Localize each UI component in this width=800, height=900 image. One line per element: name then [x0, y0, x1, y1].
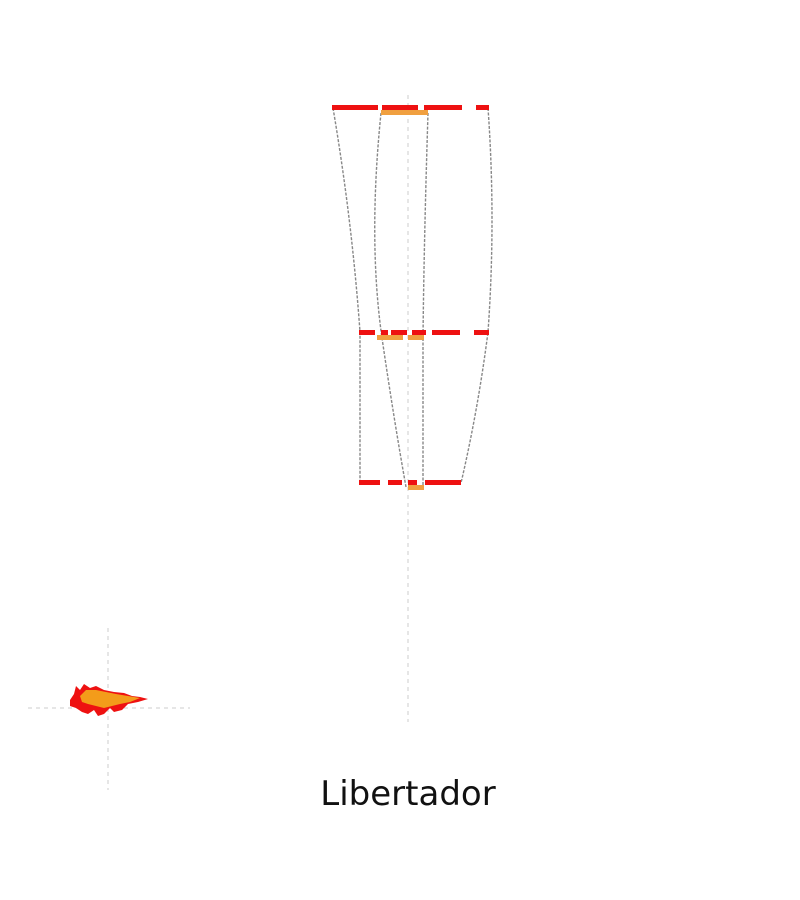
bar-top-red-b — [382, 105, 418, 110]
bar-mid-red-e — [432, 330, 460, 335]
bar-row-bottom — [359, 480, 461, 490]
connector-inner-right — [422, 112, 429, 487]
bar-top-red-a — [332, 105, 378, 110]
bar-bottom-red-a — [359, 480, 380, 485]
bar-mid-orange-b — [408, 335, 424, 340]
connector-outer-left — [332, 107, 361, 483]
bar-mid-red-c — [391, 330, 407, 335]
bar-top-red-c — [424, 105, 462, 110]
bar-row-middle — [359, 330, 489, 340]
bar-top-orange — [381, 110, 428, 115]
bar-bottom-red-d — [425, 480, 461, 485]
bar-bottom-red-b — [388, 480, 402, 485]
connector-outer-right — [460, 107, 493, 484]
inset-locator — [28, 628, 190, 790]
connector-lines — [332, 107, 493, 488]
bar-row-top — [332, 105, 489, 115]
bar-mid-red-d — [412, 330, 426, 335]
bar-mid-red-f — [474, 330, 489, 335]
bar-mid-red-b — [381, 330, 388, 335]
bar-mid-orange-a — [377, 335, 403, 340]
bar-top-red-d — [476, 105, 489, 110]
map-title: Libertador — [320, 774, 496, 814]
connector-inner-left — [374, 112, 407, 488]
inset-shape-orange — [80, 690, 140, 708]
bar-bottom-orange — [408, 485, 424, 490]
bar-bottom-red-c — [408, 480, 417, 485]
bar-mid-red-a — [359, 330, 375, 335]
